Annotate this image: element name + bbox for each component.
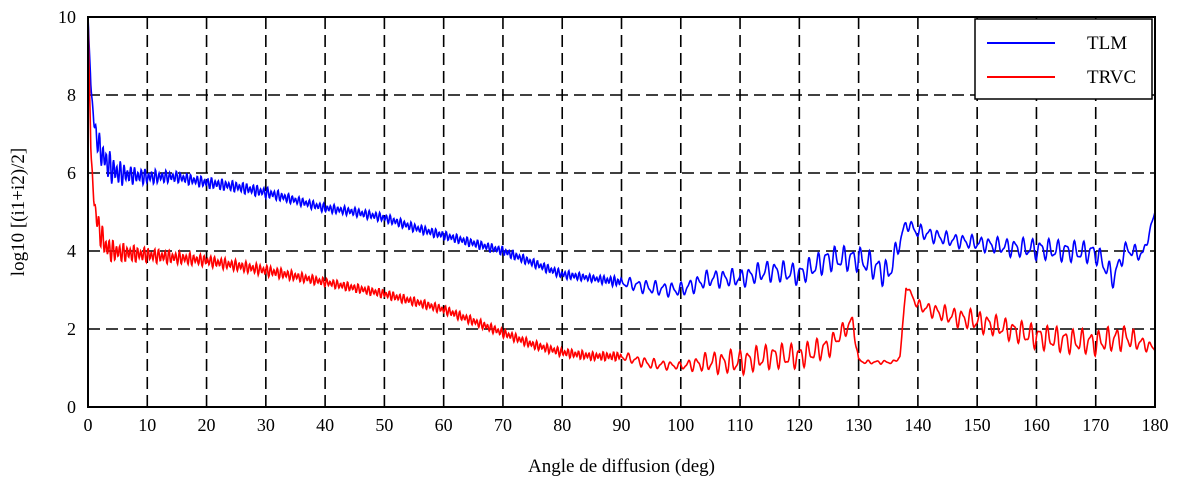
legend-box	[974, 18, 1153, 100]
x-tick-label-120: 120	[786, 415, 813, 435]
x-tick-label-160: 160	[1023, 415, 1050, 435]
x-tick-label-70: 70	[494, 415, 512, 435]
x-tick-label-90: 90	[613, 415, 631, 435]
y-tick-label-8: 8	[67, 85, 76, 105]
x-tick-label-100: 100	[667, 415, 694, 435]
x-tick-label-30: 30	[257, 415, 275, 435]
plot-frame	[87, 16, 1156, 408]
y-tick-label-10: 10	[58, 7, 76, 27]
x-tick-label-110: 110	[727, 415, 753, 435]
series-lines	[87, 16, 1156, 377]
series-line-tlm	[87, 16, 1156, 298]
x-tick-label-130: 130	[845, 415, 872, 435]
x-tick-label-180: 180	[1142, 415, 1169, 435]
axis-ticks: 0 10 20 30 40 50 60 70 80 90 100 110 120 130 140 150 160…	[58, 7, 1169, 435]
y-axis-label: log10 [(i1+i2)/2]	[8, 148, 29, 276]
series-line-trvc	[87, 16, 1156, 377]
x-tick-label-60: 60	[435, 415, 453, 435]
x-tick-label-40: 40	[316, 415, 334, 435]
x-tick-label-50: 50	[375, 415, 393, 435]
legend-label-tlm: TLM	[1087, 33, 1127, 54]
x-tick-label-140: 140	[904, 415, 931, 435]
x-tick-label-170: 170	[1082, 415, 1109, 435]
x-tick-label-20: 20	[198, 415, 216, 435]
x-tick-label-0: 0	[84, 415, 93, 435]
y-tick-label-4: 4	[67, 241, 76, 261]
x-tick-label-80: 80	[553, 415, 571, 435]
x-axis-label: Angle de diffusion (deg)	[528, 456, 715, 477]
x-tick-label-10: 10	[138, 415, 156, 435]
legend: TLM TRVC	[974, 18, 1153, 100]
y-tick-label-2: 2	[67, 319, 76, 339]
y-tick-label-0: 0	[67, 397, 76, 417]
legend-label-trvc: TRVC	[1087, 67, 1136, 88]
x-tick-label-150: 150	[964, 415, 991, 435]
y-tick-label-6: 6	[67, 163, 76, 183]
